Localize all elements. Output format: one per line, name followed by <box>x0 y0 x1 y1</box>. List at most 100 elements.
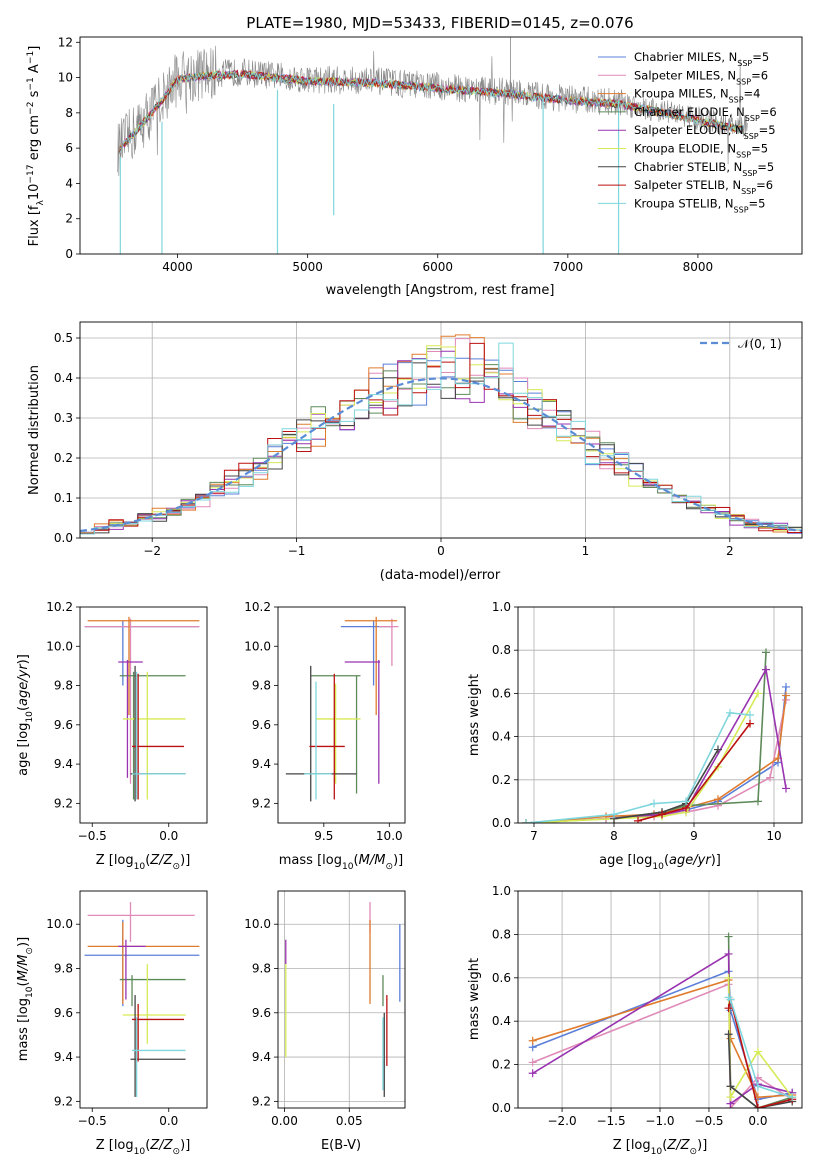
x-axis-label: age [log10(age/yr)] <box>599 853 721 872</box>
x-tick-label: 8 <box>610 829 618 843</box>
legend-label: Salpeter ELODIE, NSSP=5 <box>634 123 776 141</box>
y-axis-label: mass [log10(M/M⊙)] <box>16 937 35 1061</box>
axes-frame <box>517 890 803 1109</box>
age-vs-mass-plot <box>285 616 399 802</box>
data-point-marker <box>714 745 722 754</box>
data-point-marker <box>724 1004 733 1013</box>
data-point-marker <box>634 816 642 823</box>
mass-weight-line <box>637 723 751 822</box>
data-point-marker <box>766 773 774 782</box>
x-tick-label: −1 <box>288 544 306 558</box>
x-axis-label: Z [log10(Z/Z⊙)] <box>96 853 191 872</box>
data-point-marker <box>762 648 770 657</box>
axes-frame <box>277 606 406 824</box>
y-tick-label: 9.8 <box>252 679 271 693</box>
y-tick-label: 9.8 <box>54 679 73 693</box>
data-point-marker <box>724 949 733 958</box>
x-tick-label: 4000 <box>162 260 193 274</box>
residual-histogram <box>80 342 802 535</box>
data-point-marker <box>726 1093 735 1102</box>
legend-label: 𝒩(0, 1) <box>738 337 782 351</box>
y-tick-label: 9.4 <box>54 757 73 771</box>
spectrum-plot <box>117 37 748 254</box>
data-point-marker <box>724 1030 733 1039</box>
data-point-marker <box>610 810 618 819</box>
x-tick-label: 5000 <box>292 260 323 274</box>
y-axis-label: age [log10(age/yr)] <box>16 654 35 776</box>
y-tick-label: 0.8 <box>492 643 511 657</box>
legend-label: Salpeter MILES, NSSP=6 <box>634 68 768 86</box>
data-point-marker <box>754 689 762 698</box>
data-point-marker <box>528 1069 537 1078</box>
data-point-marker <box>528 1058 537 1067</box>
legend-label: Chabrier STELIB, NSSP=5 <box>634 160 774 178</box>
data-point-marker <box>528 1036 537 1045</box>
y-tick-label: 9.6 <box>252 718 271 732</box>
mass-weight-line <box>525 693 759 823</box>
y-axis-label: mass weight <box>467 674 482 756</box>
x-axis-label: (data-model)/error <box>380 568 501 583</box>
y-tick-label: 9.2 <box>252 1094 271 1108</box>
y-tick-label: 1.0 <box>492 884 511 898</box>
data-point-marker <box>724 932 733 941</box>
y-tick-label: 0.8 <box>492 927 511 941</box>
data-point-marker <box>753 1082 762 1091</box>
y-tick-label: 10 <box>58 71 73 85</box>
y-tick-label: 9.2 <box>252 796 271 810</box>
mass-weight-line <box>525 699 787 823</box>
axes-frame <box>79 321 803 539</box>
mass-weight-line <box>532 970 793 1101</box>
data-point-marker <box>682 797 690 806</box>
mass-weight-line <box>727 977 793 1101</box>
x-tick-label: 1 <box>582 544 590 558</box>
y-axis-label: Normed distribution <box>27 365 42 495</box>
y-tick-label: 0.2 <box>492 1058 511 1072</box>
y-tick-label: 4 <box>65 176 73 190</box>
x-tick-label: 9.5 <box>314 829 333 843</box>
x-axis-label: E(B-V) <box>321 1138 361 1153</box>
y-tick-label: 10.0 <box>46 917 73 931</box>
axes-frame <box>79 606 208 824</box>
x-tick-label: 7000 <box>553 260 584 274</box>
y-tick-label: 0.0 <box>492 816 511 830</box>
mass-weight-vs-Z-plot <box>528 932 797 1108</box>
y-tick-label: 0.6 <box>492 971 511 985</box>
x-tick-label: 7 <box>530 829 538 843</box>
y-tick-label: 0.2 <box>54 451 73 465</box>
y-tick-label: 6 <box>65 141 73 155</box>
legend-label: Chabrier ELODIE, NSSP=6 <box>634 105 777 123</box>
x-tick-label: −1.5 <box>596 1114 625 1128</box>
y-tick-label: 9.6 <box>54 1006 73 1020</box>
x-tick-label: 9 <box>690 829 698 843</box>
model-spectrum-line <box>118 70 744 155</box>
y-tick-label: 0.5 <box>54 331 73 345</box>
x-axis-label: Z [log10(Z/Z⊙)] <box>613 1138 708 1157</box>
y-tick-label: 0 <box>65 247 73 261</box>
model-spectrum-line <box>118 69 744 155</box>
data-point-marker <box>726 1082 735 1091</box>
data-point-marker <box>782 784 790 793</box>
y-tick-label: 2 <box>65 212 73 226</box>
y-tick-label: 0.6 <box>492 686 511 700</box>
x-tick-label: 0.00 <box>271 1114 298 1128</box>
y-axis-label: mass weight <box>467 958 482 1040</box>
mass-weight-line <box>613 749 719 820</box>
data-point-marker <box>714 795 722 804</box>
y-tick-label: 1.0 <box>492 600 511 614</box>
data-point-marker <box>782 682 790 691</box>
x-axis-label: mass [log10(M/M⊙)] <box>279 853 403 872</box>
y-tick-label: 10.0 <box>46 639 73 653</box>
mass-weight-line <box>727 1034 793 1108</box>
mass-weight-line <box>727 999 793 1108</box>
x-tick-label: 0.0 <box>748 1114 767 1128</box>
data-point-marker <box>726 995 735 1004</box>
y-tick-label: 9.4 <box>252 757 271 771</box>
mass-vs-ebv-plot <box>285 902 401 1097</box>
y-tick-label: 12 <box>58 35 73 49</box>
axes-frame <box>277 890 406 1109</box>
y-tick-label: 0.0 <box>492 1101 511 1115</box>
axes-frame <box>517 606 803 824</box>
y-tick-label: 9.2 <box>54 1094 73 1108</box>
y-tick-label: 0.4 <box>492 730 511 744</box>
